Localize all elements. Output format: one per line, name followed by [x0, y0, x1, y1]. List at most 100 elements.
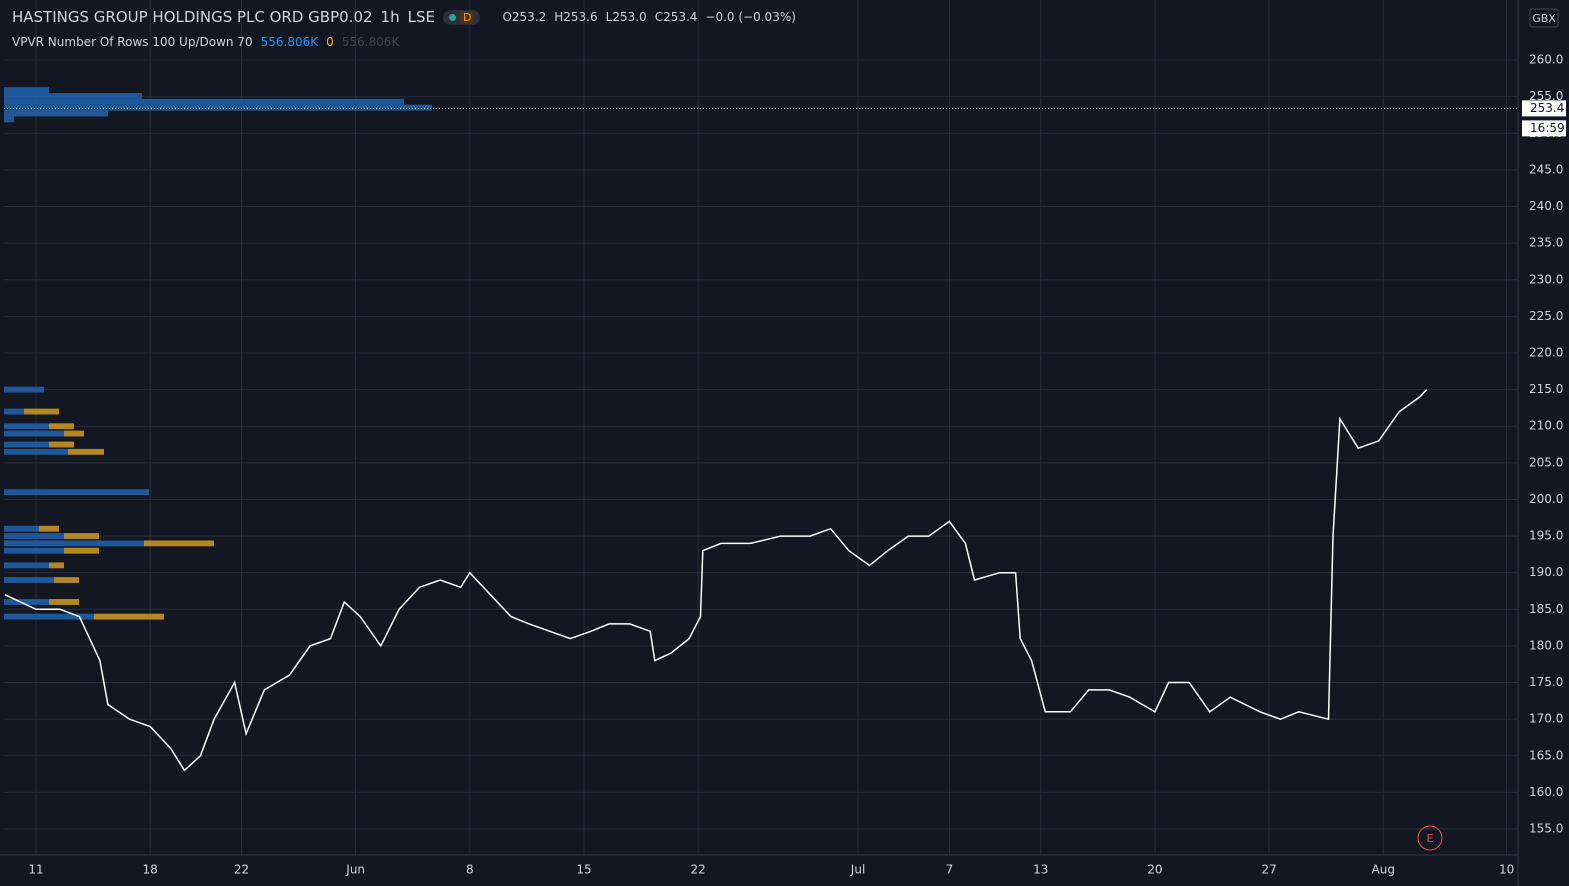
profile-down: [144, 540, 214, 547]
profile-up: [4, 87, 49, 94]
volume-profile: [4, 87, 432, 620]
delay-badge: D: [459, 10, 475, 24]
countdown-box: [1522, 120, 1566, 137]
y-tick-label: 220.0: [1529, 345, 1563, 359]
profile-up: [4, 93, 142, 99]
close: C253.4: [654, 10, 698, 24]
y-tick-label: 205.0: [1529, 455, 1563, 469]
open: O253.2: [502, 10, 547, 24]
event-marker[interactable]: [1417, 825, 1443, 851]
y-tick-label: 200.0: [1529, 492, 1563, 506]
profile-up: [4, 110, 108, 117]
profile-down: [54, 577, 79, 583]
low: L253.0: [605, 10, 647, 24]
profile-up: [4, 423, 49, 430]
y-tick-label: 260.0: [1529, 53, 1563, 67]
profile-down: [64, 547, 99, 554]
y-tick-label: 240.0: [1529, 199, 1563, 213]
y-tick-label: 230.0: [1529, 272, 1563, 286]
profile-up: [4, 599, 49, 605]
countdown: 16:59: [1530, 121, 1565, 135]
profile-up: [4, 441, 49, 448]
profile-up: [4, 525, 39, 532]
profile-up: [4, 104, 432, 111]
event-marker-label: E: [1427, 832, 1434, 845]
profile-down: [39, 525, 59, 532]
market-dot: [448, 13, 456, 21]
profile-up: [4, 562, 49, 569]
x-tick-label: Jun: [345, 863, 365, 877]
profile-down: [49, 599, 79, 605]
x-tick-label: 18: [143, 863, 158, 877]
ohlc: O253.2 H253.6 L253.0 C253.4 −0.0 (−0.03%…: [502, 10, 795, 24]
currency: GBX: [1532, 12, 1556, 25]
last-price-box: [1522, 100, 1566, 117]
axes: 155.0 160.0 165.0 170.0 175.0 180.0 185.0 190.0…: [28, 53, 1566, 877]
indicator-legend: VPVR Number Of Rows 100 Up/Down 70 556.8…: [12, 35, 399, 49]
x-tick-label: 10: [1499, 863, 1514, 877]
x-tick-label: 7: [946, 863, 954, 877]
x-tick-label: Aug: [1372, 863, 1395, 877]
exchange: LSE: [407, 8, 435, 26]
x-tick-label: 27: [1261, 863, 1276, 877]
y-tick-label: 255.0: [1529, 89, 1563, 103]
y-tick-label: 185.0: [1529, 602, 1563, 616]
y-tick-label: 170.0: [1529, 712, 1563, 726]
profile-down: [24, 408, 59, 415]
last-price-label: 253.4: [1530, 101, 1564, 115]
high: H253.6: [554, 10, 598, 24]
symbol[interactable]: HASTINGS GROUP HOLDINGS PLC ORD GBP0.02: [12, 8, 373, 26]
profile-up: [4, 547, 64, 554]
profile-up: [4, 98, 404, 105]
y-tick-label: 215.0: [1529, 382, 1563, 396]
y-tick-label: 165.0: [1529, 748, 1563, 762]
x-tick-label: 22: [691, 863, 706, 877]
profile-up: [4, 386, 44, 393]
grid: [4, 0, 1518, 855]
profile-down: [64, 430, 84, 437]
profile-down: [49, 423, 74, 430]
indicator-name[interactable]: VPVR Number Of Rows 100 Up/Down 70: [12, 35, 253, 49]
profile-down: [64, 533, 99, 539]
profile-down: [94, 613, 164, 620]
x-tick-label: 22: [234, 863, 249, 877]
change: −0.0 (−0.03%): [705, 10, 796, 24]
x-tick-label: 8: [466, 863, 474, 877]
profile-up: [4, 116, 14, 123]
y-tick-label: 180.0: [1529, 638, 1563, 652]
profile-up: [4, 540, 144, 547]
currency-box[interactable]: [1529, 8, 1559, 28]
x-tick-label: 20: [1147, 863, 1162, 877]
y-tick-label: 210.0: [1529, 419, 1563, 433]
profile-up: [4, 533, 64, 539]
profile-up: [4, 577, 54, 583]
profile-up: [4, 408, 24, 415]
profile-down: [49, 441, 74, 448]
y-tick-label: 245.0: [1529, 162, 1563, 176]
x-tick-label: 13: [1033, 863, 1048, 877]
profile-up: [4, 489, 149, 496]
status-badge[interactable]: D: [442, 9, 481, 25]
profile-down: [49, 562, 64, 569]
indicator-total: 556.806K: [341, 35, 400, 49]
interval[interactable]: 1h: [380, 8, 400, 26]
y-tick-label: 175.0: [1529, 675, 1563, 689]
header: HASTINGS GROUP HOLDINGS PLC ORD GBP0.02 …: [12, 8, 796, 26]
y-tick-label: 235.0: [1529, 236, 1563, 250]
x-tick-label: 15: [576, 863, 591, 877]
y-tick-label: 225.0: [1529, 309, 1563, 323]
profile-up: [4, 613, 94, 620]
y-tick-label: 160.0: [1529, 785, 1563, 799]
y-tick-label: 195.0: [1529, 529, 1563, 543]
plot: [4, 108, 1518, 770]
profile-up: [4, 430, 64, 437]
y-tick-label: 190.0: [1529, 565, 1563, 579]
indicator-down: 0: [326, 35, 334, 49]
indicator-up: 556.806K: [260, 35, 319, 49]
y-tick-label: 155.0: [1529, 822, 1563, 836]
profile-up: [4, 448, 68, 455]
x-tick-label: 11: [28, 863, 43, 877]
